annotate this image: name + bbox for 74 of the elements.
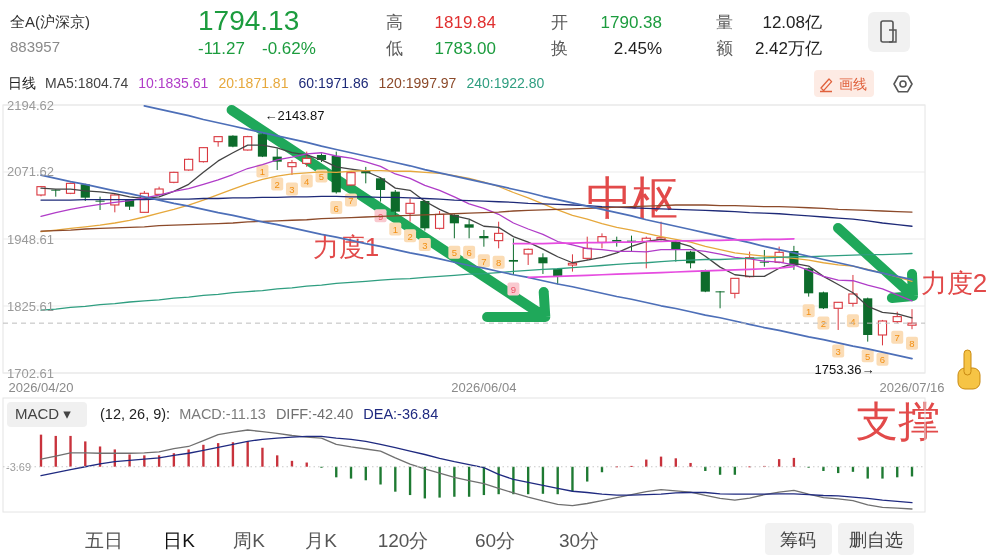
legend-item: DIFF:-42.40 (275, 406, 354, 422)
annotation: 2.42万亿 (754, 39, 822, 58)
annotation: 换 (551, 39, 568, 58)
legend-item: 60:1971.86 (298, 75, 369, 91)
annotation: 力度2 (920, 268, 988, 298)
annotation: 3 (422, 239, 428, 251)
button: 筹码 (765, 523, 832, 555)
legend-item: 10:1835.61 (138, 75, 209, 91)
annotation: 2 (274, 178, 280, 190)
legend-item: 20:1871.81 (218, 75, 289, 91)
annotation: 6 (466, 247, 472, 259)
annotation: 3 (832, 344, 845, 358)
annotation: 五日 (85, 530, 123, 551)
annotation: 额 (716, 39, 733, 58)
x-tick-label: 2026/07/16 (879, 380, 945, 395)
annotation: 12.08亿 (762, 13, 822, 32)
annotation: 周K (233, 530, 265, 551)
annotation: 2 (404, 229, 417, 243)
button: 画线 (814, 70, 874, 97)
annotation: 1794.13 (198, 5, 300, 36)
annotation: 2 (407, 230, 413, 242)
button: MACD ▾ (7, 402, 87, 427)
annotation: 60分 (474, 530, 516, 551)
annotation: MACD:-11.13 (179, 406, 266, 422)
annotation: -3.69 (6, 461, 32, 473)
annotation: 开 (551, 13, 568, 32)
annotation: 1783.00 (434, 39, 496, 58)
legend-item: 240:1922.80 (466, 75, 545, 91)
annotation: 1 (389, 222, 402, 236)
legend-item: 120:1997.97 (378, 75, 457, 91)
annotation: 2 (271, 177, 284, 191)
annotation: 9 (507, 282, 520, 296)
y-tick-label: 2194.62 (7, 97, 54, 113)
y-tick-label: 1702.61 (7, 365, 54, 381)
annotation: 8 (496, 257, 502, 269)
annotation: 7 (894, 332, 900, 344)
x-tick-label: 2026/04/20 (8, 380, 74, 395)
button: 删自选 (838, 523, 914, 555)
annotation: 6 (333, 202, 339, 214)
annotation: 月K (305, 530, 337, 551)
subtitle: 883957 (10, 38, 61, 55)
legend-title: (12, 26, 9): (100, 406, 171, 422)
annotation: 3 (835, 345, 841, 357)
annotation: 1819.84 (434, 13, 496, 32)
annotation: ←2143.87 (264, 108, 325, 124)
annotation: 低 (386, 39, 403, 58)
annotation: 量 (716, 13, 733, 32)
annotation: 高 (386, 13, 403, 32)
annotation: 1753.36→ (814, 361, 875, 377)
title: 全A(沪深京) (10, 13, 90, 30)
annotation: 支撑 (855, 398, 940, 445)
annotation: -11.27 (198, 39, 245, 58)
annotation: 日K (163, 530, 195, 551)
annotation: 6 (330, 201, 343, 215)
y-tick-label: 1825.61 (7, 298, 54, 314)
annotation: 1790.38 (600, 13, 662, 32)
annotation: 7 (481, 255, 487, 267)
annotation: 5 (865, 350, 871, 362)
annotation: 3 (289, 184, 295, 196)
annotation: 120分 (377, 530, 429, 551)
annotation: 4 (850, 315, 856, 327)
x-tick-label: 2026/06/04 (451, 380, 517, 395)
y-tick-label: 2071.62 (7, 164, 54, 180)
legend-title: 日线 (8, 75, 36, 91)
annotation: 4 (304, 175, 310, 187)
annotation: -0.62% (262, 39, 316, 58)
annotation: 2.45% (613, 39, 662, 58)
annotation: 5 (451, 247, 457, 259)
annotation: 1 (392, 223, 398, 235)
y-tick-label: 1948.61 (7, 231, 54, 247)
annotation: 1 (806, 305, 812, 317)
legend-item: DEA:-36.84 (363, 406, 439, 422)
legend-item: MA5:1804.74 (45, 75, 129, 91)
annotation: 30分 (558, 530, 600, 551)
